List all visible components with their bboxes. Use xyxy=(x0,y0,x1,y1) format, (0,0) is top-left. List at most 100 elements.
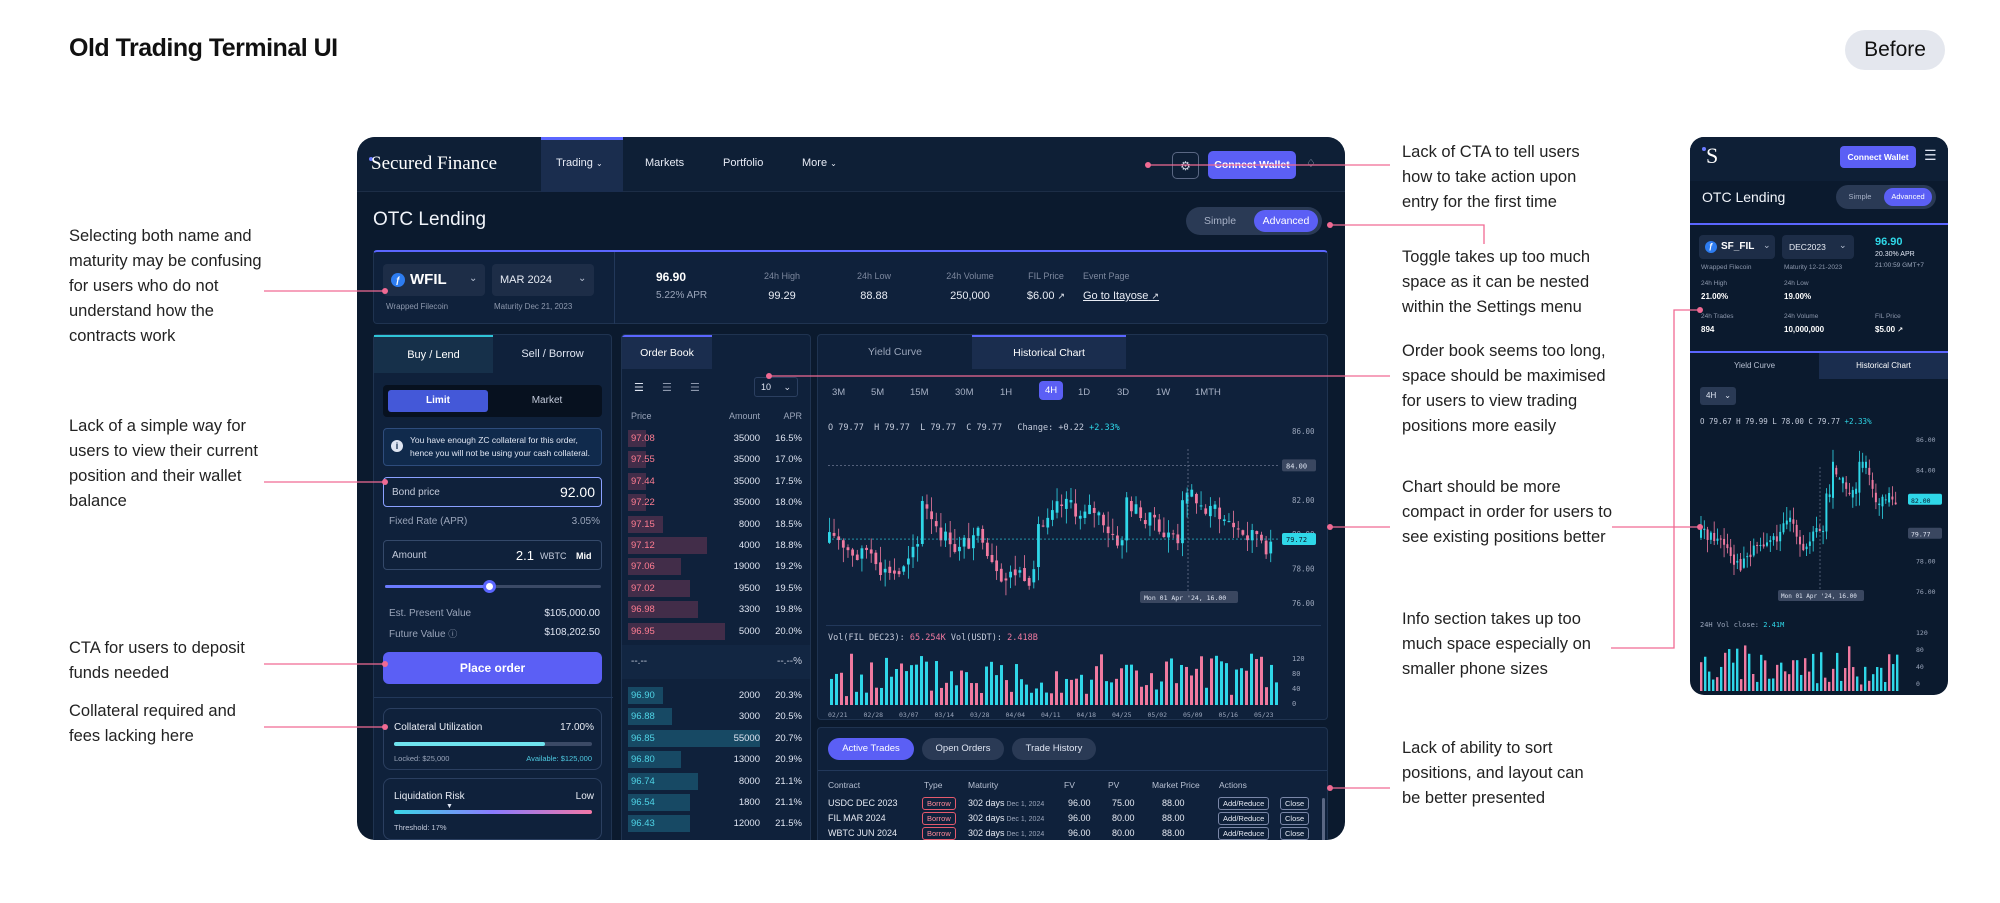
candle-body xyxy=(939,527,943,541)
order-book-row[interactable]: 96.88 3000 20.5% xyxy=(622,706,810,727)
tab-active-trades[interactable]: Active Trades xyxy=(828,738,914,760)
candle-body xyxy=(837,536,841,541)
view-bids-icon[interactable]: ☰ xyxy=(662,382,672,394)
order-book-row[interactable]: 96.90 2000 20.3% xyxy=(622,685,810,706)
nav-portfolio[interactable]: Portfolio xyxy=(723,157,764,169)
volume-bar xyxy=(1010,691,1013,705)
candle-body xyxy=(1799,536,1801,545)
nav-trading[interactable]: Trading ⌄ xyxy=(556,157,603,169)
external-link-icon[interactable]: ↗ xyxy=(1057,291,1066,301)
chart-panel: Yield Curve Historical Chart 3M 5M 15M 30M 1… xyxy=(817,334,1328,720)
timeframe-1w[interactable]: 1W xyxy=(1156,387,1171,398)
trades-header-pv[interactable]: PV xyxy=(1108,780,1120,790)
trades-header-maturity[interactable]: Maturity xyxy=(968,780,999,790)
logo[interactable]: Secured Finance xyxy=(371,153,498,174)
timeframe-4h[interactable]: 4H xyxy=(1039,381,1064,400)
timeframe-1d[interactable]: 1D xyxy=(1078,387,1091,398)
order-book-row[interactable]: 97.22 35000 18.0% xyxy=(622,492,810,513)
toggle-simple[interactable]: Simple xyxy=(1203,215,1237,227)
mobile-timeframe-selector[interactable]: 4H ⌄ xyxy=(1700,387,1736,405)
mode-market[interactable]: Market xyxy=(531,395,563,406)
itayose-link[interactable]: Go to Itayose ↗ xyxy=(1083,290,1160,302)
external-link-icon[interactable]: ↗ xyxy=(1897,327,1904,334)
ob-apr: 20.5% xyxy=(775,711,802,723)
order-book-row[interactable]: 97.12 4000 18.8% xyxy=(622,535,810,556)
place-order-button[interactable]: Place order xyxy=(383,652,602,684)
mode-limit[interactable]: Limit xyxy=(388,390,488,412)
timeframe-15m[interactable]: 15M xyxy=(910,387,929,398)
connect-wallet-button[interactable]: Connect Wallet xyxy=(1208,151,1296,179)
mobile-tab-yield-curve[interactable]: Yield Curve xyxy=(1733,361,1776,370)
close-position-button[interactable]: Close xyxy=(1280,812,1310,825)
view-both-icon[interactable]: ☰ xyxy=(634,382,644,394)
order-book-row[interactable]: 97.15 8000 18.5% xyxy=(622,514,810,535)
timeframe-3d[interactable]: 3D xyxy=(1117,387,1130,398)
tab-historical-chart[interactable]: Historical Chart xyxy=(972,335,1126,369)
order-book-row[interactable]: 97.08 35000 16.5% xyxy=(622,428,810,449)
order-book-row[interactable]: 97.06 19000 19.2% xyxy=(622,556,810,577)
timeframe-1h[interactable]: 1H xyxy=(1000,387,1013,398)
toggle-advanced[interactable]: Advanced xyxy=(1254,210,1318,232)
add-reduce-button[interactable]: Add/Reduce xyxy=(1218,797,1270,810)
order-book-row[interactable]: 96.80 13000 20.9% xyxy=(622,749,810,770)
candlestick-chart[interactable]: 86.0084.0082.0080.0078.0076.0084.0079.72… xyxy=(818,419,1329,619)
order-book-row[interactable]: 97.44 35000 17.5% xyxy=(622,471,810,492)
tab-open-orders[interactable]: Open Orders xyxy=(922,738,1004,760)
tab-sell-borrow[interactable]: Sell / Borrow xyxy=(521,348,584,360)
trades-header-type[interactable]: Type xyxy=(924,780,943,790)
price-tick-label: 86.00 xyxy=(1916,436,1936,444)
mobile-maturity-selector[interactable]: DEC2023 ⌄ xyxy=(1782,235,1854,259)
amount-slider[interactable] xyxy=(385,580,601,593)
maturity-selector[interactable]: MAR 2024 ⌄ xyxy=(492,264,594,296)
mobile-token-selector[interactable]: ƒ SF_FIL ⌄ xyxy=(1699,235,1775,259)
depth-selector[interactable]: 10 ⌄ xyxy=(754,377,798,397)
amount-input[interactable]: Amount 2.1 WBTC Mid xyxy=(383,540,602,570)
trades-header-fv[interactable]: FV xyxy=(1064,780,1075,790)
amount-slider-handle[interactable] xyxy=(482,580,496,593)
timeframe-5m[interactable]: 5M xyxy=(871,387,885,398)
candle-body xyxy=(1858,461,1861,493)
bond-price-input[interactable]: Bond price 92.00 xyxy=(383,477,602,507)
order-book-row[interactable]: 96.74 8000 21.1% xyxy=(622,771,810,792)
tab-trade-history[interactable]: Trade History xyxy=(1012,738,1096,760)
order-book-row[interactable]: 97.55 35000 17.0% xyxy=(622,449,810,470)
order-book-row[interactable]: 96.54 1800 21.1% xyxy=(622,792,810,813)
close-position-button[interactable]: Close xyxy=(1280,797,1310,810)
mobile-logo[interactable]: S xyxy=(1706,143,1719,168)
order-book-row[interactable]: 96.85 55000 20.7% xyxy=(622,728,810,749)
mobile-connect-wallet-button[interactable]: Connect Wallet xyxy=(1840,146,1916,168)
mobile-tab-historical-chart[interactable]: Historical Chart xyxy=(1819,353,1948,379)
mobile-mode-toggle[interactable]: Simple Advanced xyxy=(1836,185,1936,209)
mobile-candlestick-chart[interactable]: 86.0084.0082.0080.0078.0076.0082.0079.77… xyxy=(1690,427,1948,607)
order-book-row[interactable]: 96.98 3300 19.8% xyxy=(622,599,810,620)
mobile-toggle-simple[interactable]: Simple xyxy=(1848,192,1872,201)
token-selector[interactable]: ƒ WFIL ⌄ xyxy=(383,264,485,296)
settings-button[interactable]: ⚙ xyxy=(1172,152,1199,179)
trades-header-market-price[interactable]: Market Price xyxy=(1152,780,1200,790)
trades-scrollbar[interactable] xyxy=(1322,798,1325,840)
timeframe-1mth[interactable]: 1MTH xyxy=(1195,387,1221,398)
order-book-row[interactable]: 96.95 5000 20.0% xyxy=(622,621,810,642)
trades-header-contract[interactable]: Contract xyxy=(828,780,861,790)
add-reduce-button[interactable]: Add/Reduce xyxy=(1218,812,1270,825)
nav-markets[interactable]: Markets xyxy=(645,157,685,169)
mobile-volume-bar xyxy=(1756,681,1759,691)
amount-value: 2.1 xyxy=(515,548,534,563)
timeframe-30m[interactable]: 30M xyxy=(955,387,974,398)
mobile-toggle-advanced[interactable]: Advanced xyxy=(1884,188,1932,206)
tab-yield-curve[interactable]: Yield Curve xyxy=(868,346,922,358)
close-position-button[interactable]: Close xyxy=(1280,827,1310,840)
order-book-row[interactable]: 97.02 9500 19.5% xyxy=(622,578,810,599)
timeframe-3m[interactable]: 3M xyxy=(832,387,846,398)
menu-icon[interactable]: ☰ xyxy=(1924,147,1937,163)
tab-order-book[interactable]: Order Book xyxy=(622,335,712,369)
volume-bar xyxy=(1225,663,1228,705)
order-book-row[interactable]: 96.43 12000 21.5% xyxy=(622,813,810,834)
tab-buy-lend[interactable]: Buy / Lend xyxy=(374,335,493,373)
nav-more[interactable]: More ⌄ xyxy=(802,157,837,169)
view-asks-icon[interactable]: ☰ xyxy=(690,382,700,394)
add-reduce-button[interactable]: Add/Reduce xyxy=(1218,827,1270,840)
mode-toggle[interactable]: Simple Advanced xyxy=(1186,207,1322,235)
notification-icon[interactable]: ♢ xyxy=(1306,158,1316,170)
amount-mid[interactable]: Mid xyxy=(576,551,592,561)
